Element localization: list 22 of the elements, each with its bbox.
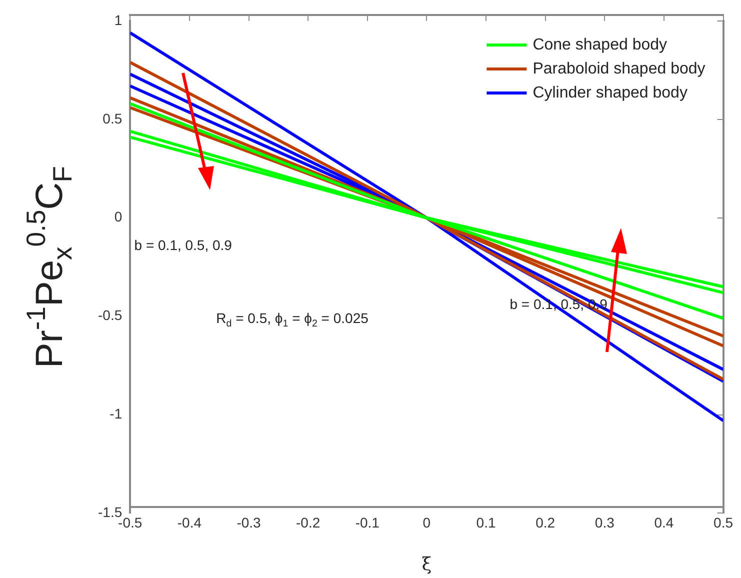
x-tick-label: 0: [422, 514, 431, 530]
y-tick-label: -1.5: [98, 504, 122, 520]
y-tick-label: 0.5: [102, 110, 122, 126]
annotation: b = 0.1, 0.5, 0.9: [134, 236, 232, 253]
x-tick-label: 0.1: [476, 514, 496, 530]
y-axis-title: Pr-1Pex0.5CF: [20, 166, 78, 368]
x-tick-label: 0.5: [714, 514, 734, 530]
x-tick-label: -0.2: [296, 514, 320, 530]
x-tick-label: -0.1: [355, 514, 380, 530]
x-axis-title: ξ: [422, 554, 432, 575]
x-tick-label: -0.3: [236, 514, 262, 530]
x-tick-label: 0.4: [654, 514, 674, 530]
x-tick-label: -0.4: [177, 514, 202, 530]
x-tick-label: 0.2: [536, 514, 556, 530]
x-tick-label: 0.3: [594, 514, 615, 530]
legend-label: Cylinder shaped body: [532, 84, 688, 102]
y-tick-label: -0.5: [98, 307, 122, 324]
y-tick-label: -1: [110, 406, 122, 422]
y-tick-label: 0: [114, 208, 122, 225]
y-tick-label: 1: [114, 12, 122, 28]
legend-label: Paraboloid shaped body: [532, 60, 706, 78]
legend-label: Cone shaped body: [532, 36, 668, 54]
